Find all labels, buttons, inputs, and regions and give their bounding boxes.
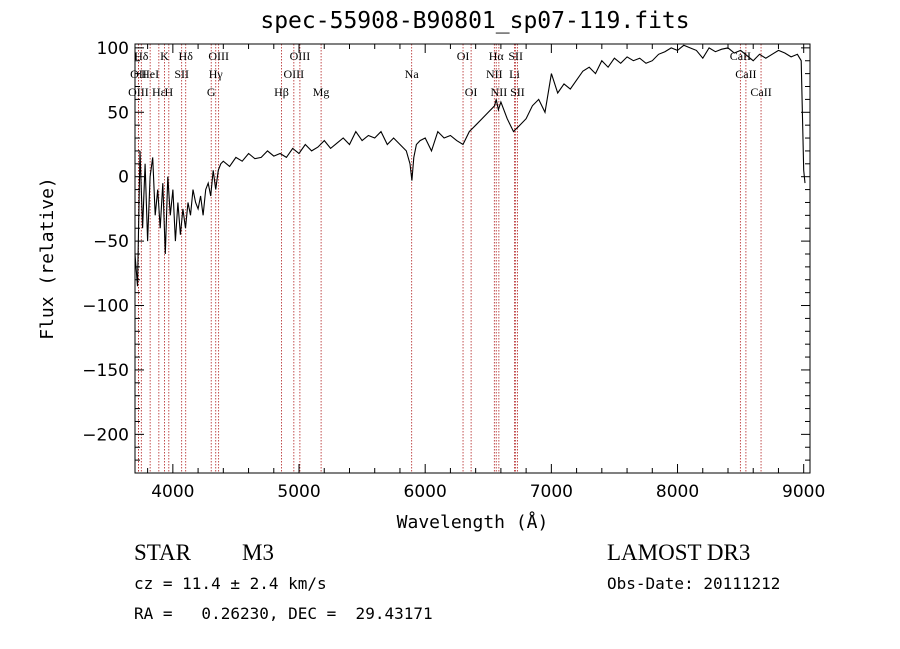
x-tick-label: 6000 <box>404 482 447 502</box>
spectral-line-label: OIII <box>128 85 149 99</box>
spectral-line-label: CaII <box>750 85 771 99</box>
spectral-line-label: Mg <box>313 85 330 99</box>
object-subclass: M3 <box>242 540 274 565</box>
spectral-line-label: OI <box>457 49 470 63</box>
spectral-line-label: Hδ <box>179 49 194 63</box>
coordinates: RA = 0.26230, DEC = 29.43171 <box>134 604 433 623</box>
spectral-line-label: SII <box>510 85 525 99</box>
spectral-line-label: OI <box>465 85 478 99</box>
y-tick-label: 100 <box>97 39 129 59</box>
spectral-line-label: NII <box>486 67 503 81</box>
x-axis-label: Wavelength (Å) <box>397 511 549 533</box>
spectral-line-label: Hε <box>152 85 166 99</box>
flux-series-line <box>134 44 806 287</box>
y-tick-label: 0 <box>118 168 129 188</box>
spectral-line-label: HeI <box>141 67 159 81</box>
spectral-line-label: Hβ <box>274 85 289 99</box>
spectral-line-label: Hγ <box>209 67 224 81</box>
spectral-line-label: Hδ <box>134 49 149 63</box>
x-tick-label: 5000 <box>277 482 320 502</box>
spectral-line-label: CaII <box>735 67 756 81</box>
spectral-line-label: SII <box>508 49 523 63</box>
x-tick-label: 4000 <box>151 482 194 502</box>
spectral-line-label: OIII <box>208 49 229 63</box>
y-tick-label: 50 <box>107 103 129 123</box>
spectral-line-label: Na <box>405 67 420 81</box>
x-tick-label: 7000 <box>530 482 573 502</box>
chart-title: spec-55908-B90801_sp07-119.fits <box>260 8 690 34</box>
object-class: STAR <box>134 540 191 565</box>
observation-date: Obs-Date: 20111212 <box>607 574 781 593</box>
plot-frame <box>134 43 811 474</box>
x-tick-label: 8000 <box>656 482 699 502</box>
spectral-line-label: H <box>164 85 173 99</box>
axis-ticks-layer: 4000 5000 6000 7000 8000 9000 −200 −150 −100 −50 0… <box>82 39 825 502</box>
spectral-line-label: OIII <box>290 49 311 63</box>
spectral-line-label: Hα <box>489 49 505 63</box>
redshift-cz: cz = 11.4 ± 2.4 km/s <box>134 574 327 593</box>
x-tick-label: 9000 <box>782 482 825 502</box>
spectral-line-label: K <box>160 49 169 63</box>
spectral-line-label: G <box>207 85 216 99</box>
y-tick-label: −150 <box>82 361 129 381</box>
y-axis-label: Flux (relative) <box>37 177 58 340</box>
y-tick-label: −50 <box>93 232 129 252</box>
spectral-line-label: NII <box>491 85 508 99</box>
spectral-line-label: OIII <box>284 67 305 81</box>
y-tick-label: −200 <box>82 425 129 445</box>
survey-name: LAMOST DR3 <box>607 540 751 565</box>
spectral-line-label: SII <box>174 67 189 81</box>
spectral-line-label: Li <box>509 67 520 81</box>
y-tick-label: −100 <box>82 297 129 317</box>
spectral-lines-layer <box>138 44 762 473</box>
